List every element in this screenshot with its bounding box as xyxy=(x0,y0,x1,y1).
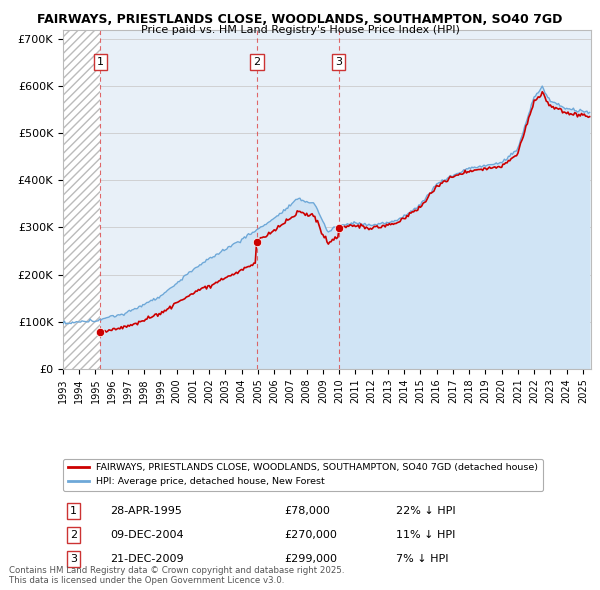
Legend: FAIRWAYS, PRIESTLANDS CLOSE, WOODLANDS, SOUTHAMPTON, SO40 7GD (detached house), : FAIRWAYS, PRIESTLANDS CLOSE, WOODLANDS, … xyxy=(63,458,543,491)
Text: 2: 2 xyxy=(70,530,77,540)
Text: 09-DEC-2004: 09-DEC-2004 xyxy=(110,530,184,540)
Text: 21-DEC-2009: 21-DEC-2009 xyxy=(110,554,184,563)
Text: 11% ↓ HPI: 11% ↓ HPI xyxy=(395,530,455,540)
Text: 22% ↓ HPI: 22% ↓ HPI xyxy=(395,506,455,516)
Text: Price paid vs. HM Land Registry's House Price Index (HPI): Price paid vs. HM Land Registry's House … xyxy=(140,25,460,35)
Text: FAIRWAYS, PRIESTLANDS CLOSE, WOODLANDS, SOUTHAMPTON, SO40 7GD: FAIRWAYS, PRIESTLANDS CLOSE, WOODLANDS, … xyxy=(37,13,563,26)
Text: 1: 1 xyxy=(70,506,77,516)
Text: £299,000: £299,000 xyxy=(285,554,338,563)
Text: 28-APR-1995: 28-APR-1995 xyxy=(110,506,182,516)
Text: 3: 3 xyxy=(335,57,342,67)
Text: 3: 3 xyxy=(70,554,77,563)
Text: £78,000: £78,000 xyxy=(285,506,331,516)
Text: 7% ↓ HPI: 7% ↓ HPI xyxy=(395,554,448,563)
Text: £270,000: £270,000 xyxy=(285,530,338,540)
Text: 2: 2 xyxy=(253,57,260,67)
Text: 1: 1 xyxy=(97,57,104,67)
Text: Contains HM Land Registry data © Crown copyright and database right 2025.
This d: Contains HM Land Registry data © Crown c… xyxy=(9,566,344,585)
